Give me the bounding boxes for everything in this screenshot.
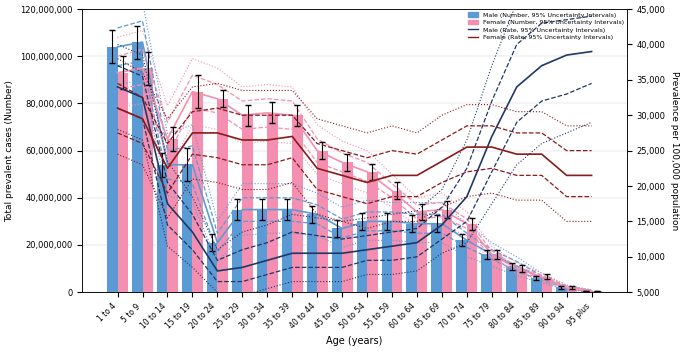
Bar <box>132 42 142 292</box>
Bar <box>267 113 277 292</box>
Bar <box>442 209 452 292</box>
Bar <box>432 224 442 292</box>
Bar <box>167 139 178 292</box>
X-axis label: Age (years): Age (years) <box>326 337 383 346</box>
Bar <box>367 172 377 292</box>
Legend: Male (Number, 95% Uncertainty Intervals), Female (Number, 95% Uncertainty Interv: Male (Number, 95% Uncertainty Intervals)… <box>466 10 626 43</box>
Bar <box>257 209 267 292</box>
Bar <box>118 73 128 292</box>
Bar <box>332 228 342 292</box>
Bar <box>592 291 602 292</box>
Bar <box>417 212 427 292</box>
Bar <box>542 277 552 292</box>
Bar <box>342 162 353 292</box>
Bar <box>307 214 317 292</box>
Bar <box>406 224 417 292</box>
Bar <box>282 209 292 292</box>
Bar <box>532 278 542 292</box>
Bar <box>556 288 566 292</box>
Bar <box>467 224 477 292</box>
Bar <box>482 254 492 292</box>
Bar <box>566 288 577 292</box>
Y-axis label: Total prevalent cases (Number): Total prevalent cases (Number) <box>5 80 14 221</box>
Bar <box>142 68 153 292</box>
Bar <box>392 191 403 292</box>
Bar <box>581 291 592 292</box>
Bar <box>192 92 203 292</box>
Bar <box>357 221 367 292</box>
Bar <box>182 165 192 292</box>
Bar <box>232 209 242 292</box>
Bar <box>217 99 228 292</box>
Bar <box>492 254 502 292</box>
Bar <box>292 115 303 292</box>
Y-axis label: Prevalence per 100,000 population: Prevalence per 100,000 population <box>671 71 680 230</box>
Bar <box>107 47 118 292</box>
Bar <box>157 165 167 292</box>
Bar <box>207 243 217 292</box>
Bar <box>317 151 327 292</box>
Bar <box>382 221 392 292</box>
Bar <box>456 240 467 292</box>
Bar <box>516 269 527 292</box>
Bar <box>506 266 516 292</box>
Bar <box>242 115 253 292</box>
